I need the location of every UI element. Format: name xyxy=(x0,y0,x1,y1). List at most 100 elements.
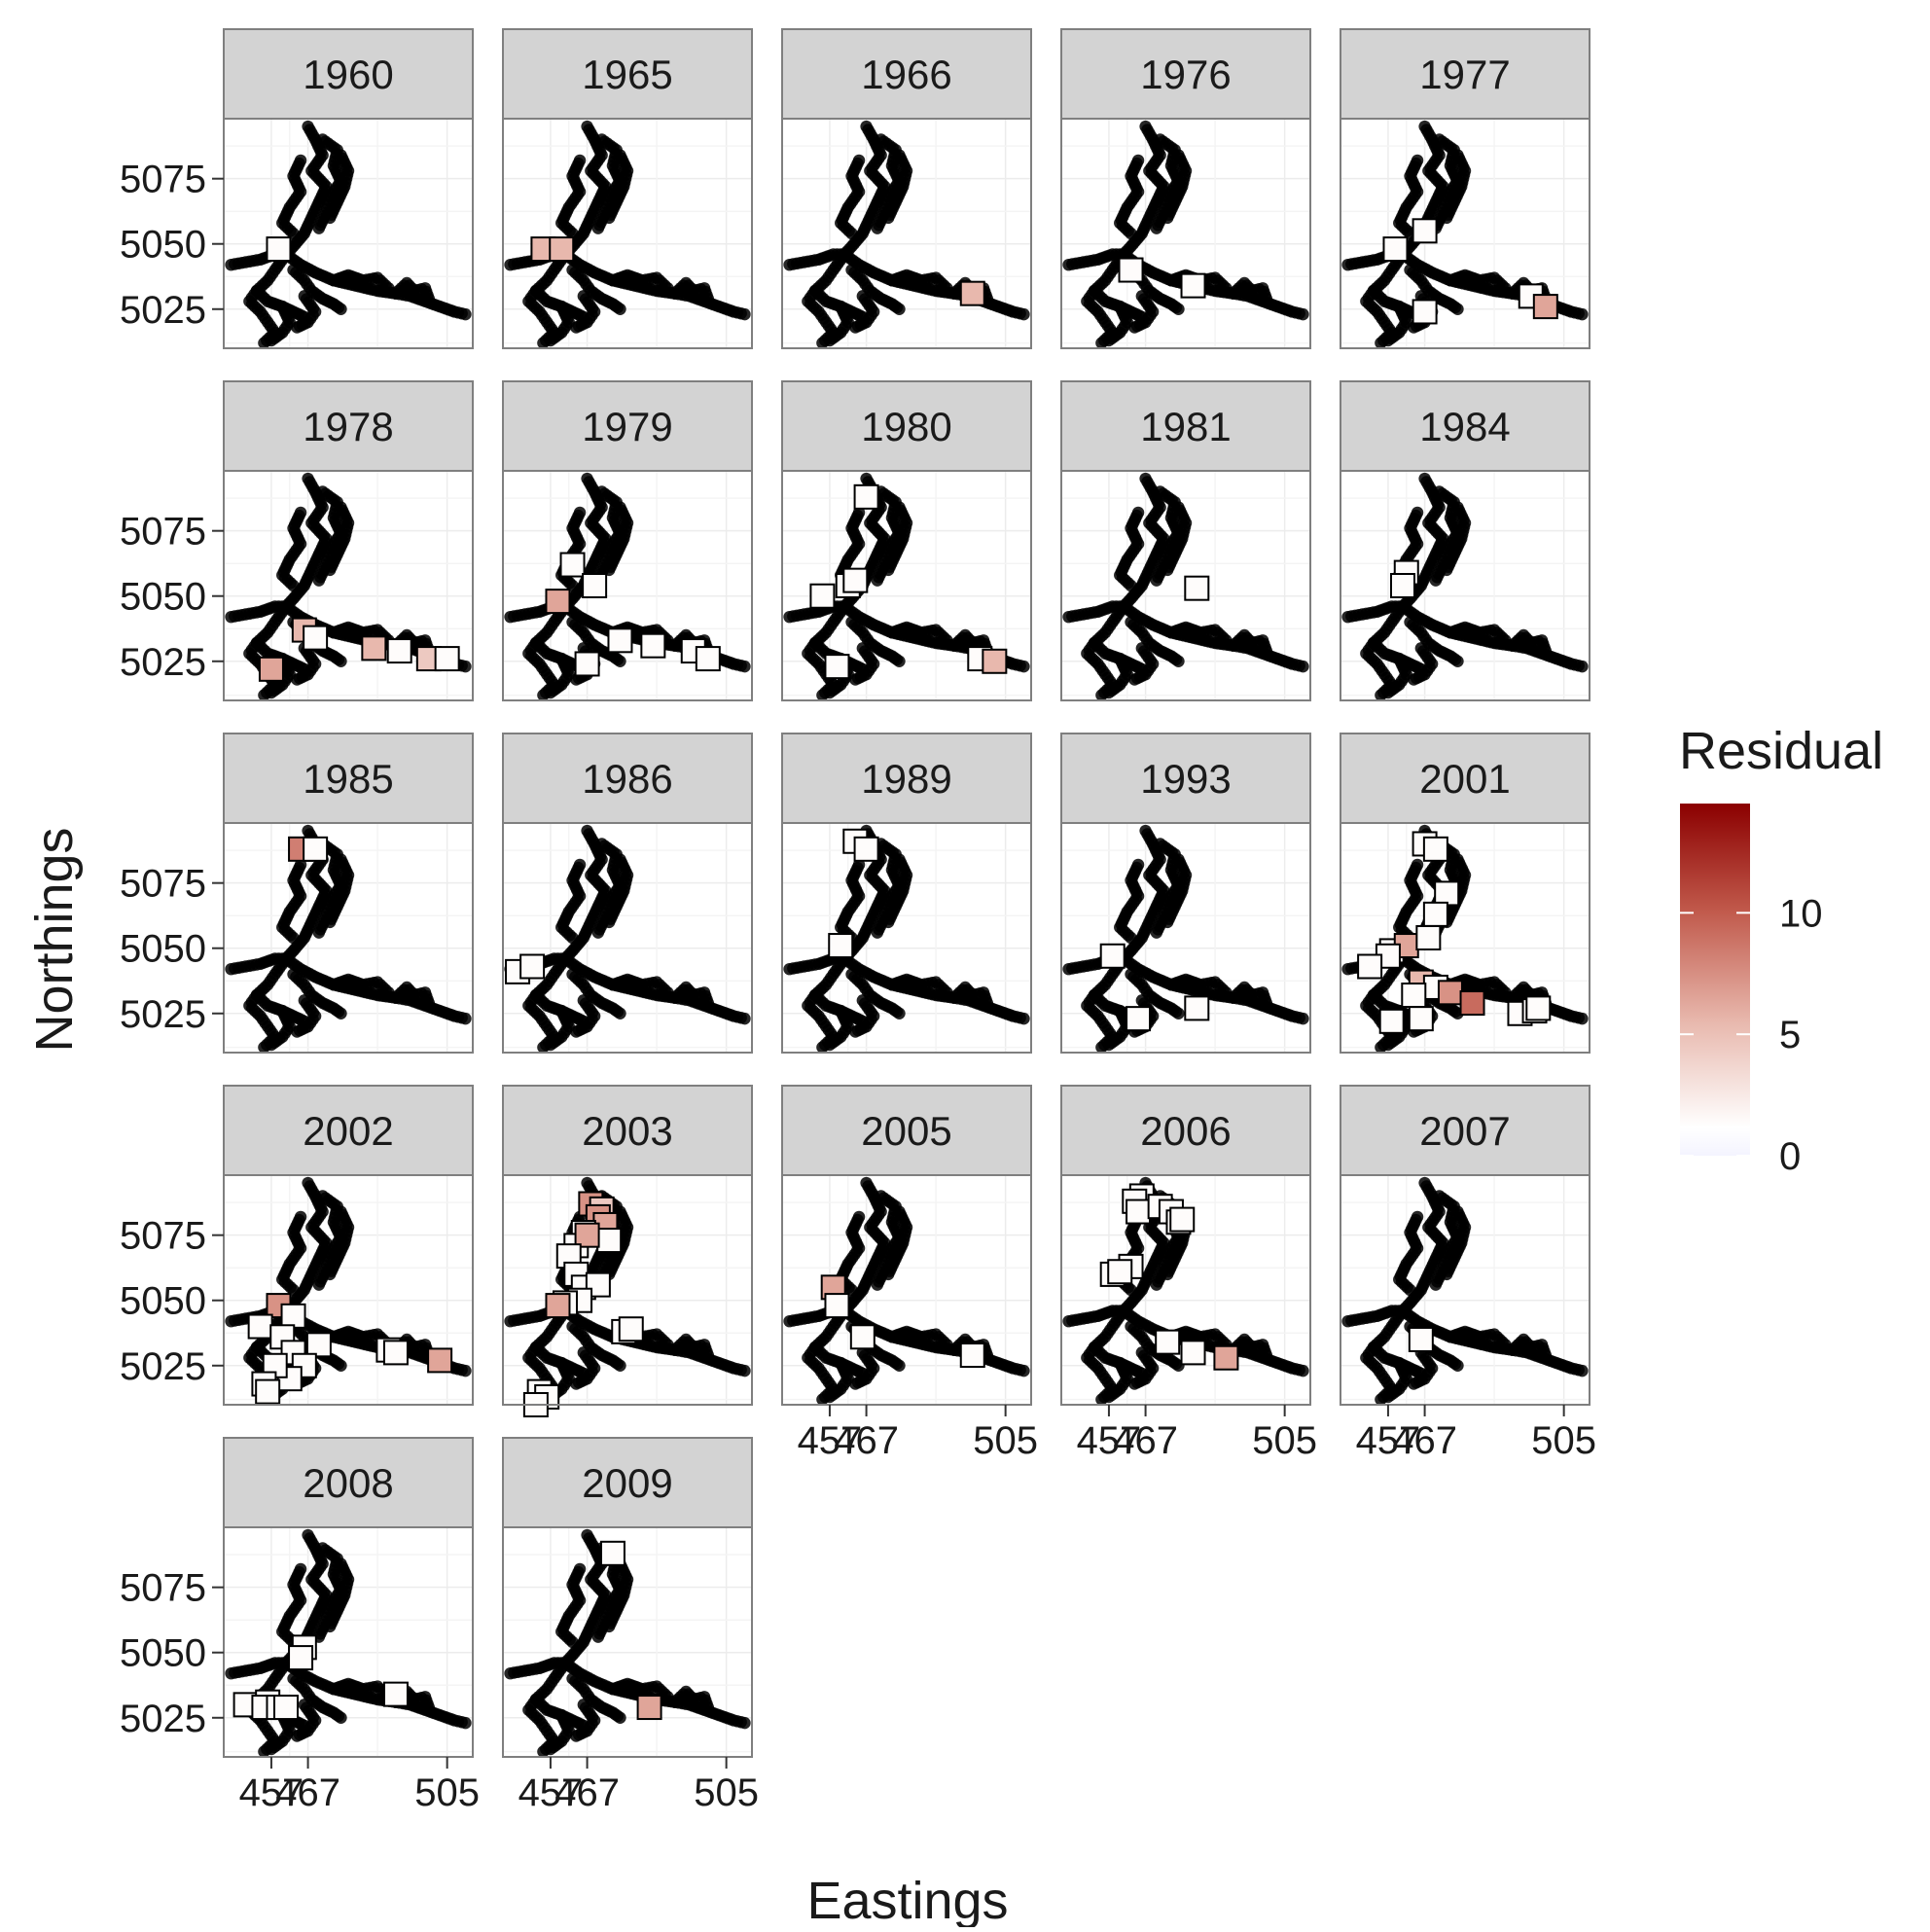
outline-point xyxy=(893,1008,905,1020)
facet-panel-1966: 1966 xyxy=(782,29,1031,349)
outline-point xyxy=(1540,645,1552,657)
outline-point xyxy=(324,564,336,576)
outline-point xyxy=(872,926,883,938)
facet-label: 1980 xyxy=(861,404,951,449)
outline-point xyxy=(1151,574,1162,586)
outline-point xyxy=(1261,997,1272,1009)
outline-point xyxy=(324,212,336,224)
facet-panel-1989: 1989 xyxy=(782,733,1031,1054)
residual-points xyxy=(531,237,573,261)
facet-label: 1985 xyxy=(303,756,393,802)
outline-point xyxy=(1018,661,1029,672)
outline-point xyxy=(266,335,277,346)
residual-point xyxy=(825,655,848,678)
outline-point xyxy=(1451,656,1463,667)
outline-point xyxy=(459,1013,471,1024)
residual-point xyxy=(608,628,631,652)
residual-point xyxy=(583,574,606,597)
outline-point xyxy=(566,932,578,944)
outline-point xyxy=(1261,645,1272,657)
outline-point xyxy=(982,997,993,1009)
outline-point xyxy=(1261,293,1272,304)
facet-panel-1981: 1981 xyxy=(1061,381,1310,701)
residual-point xyxy=(810,585,834,608)
outline-point xyxy=(1018,1013,1029,1024)
residual-points xyxy=(289,838,327,861)
residual-point xyxy=(843,569,867,592)
outline-point xyxy=(545,335,556,346)
outline-point xyxy=(1125,932,1136,944)
facet-label: 1978 xyxy=(303,404,393,449)
outline-point xyxy=(1451,304,1463,315)
outline-point xyxy=(702,997,714,1009)
residual-point xyxy=(304,838,327,861)
outline-point xyxy=(1576,308,1588,320)
outline-point xyxy=(459,308,471,320)
outline-point xyxy=(1441,212,1452,224)
outline-point xyxy=(291,1025,303,1037)
residual-point xyxy=(561,554,585,577)
outline-point xyxy=(614,304,625,315)
facet-label: 1981 xyxy=(1140,404,1231,449)
outline-point xyxy=(1172,656,1184,667)
residual-point xyxy=(855,838,878,861)
residual-point xyxy=(546,590,569,613)
facet-label: 1966 xyxy=(861,52,951,97)
outline-point xyxy=(291,321,303,333)
outline-point xyxy=(849,673,861,685)
outline-point xyxy=(1430,574,1442,586)
facet-panel-1977: 1977 xyxy=(1340,29,1590,349)
outline-point xyxy=(1297,661,1308,672)
outline-point xyxy=(738,308,750,320)
residual-point xyxy=(1534,295,1557,318)
outline-point xyxy=(459,661,471,672)
outline-point xyxy=(1172,304,1184,315)
facet-panel-1986: 1986 xyxy=(503,733,752,1054)
outline-point xyxy=(335,1008,346,1020)
outline-point xyxy=(266,687,277,698)
facet-panel-1985: 1985 xyxy=(224,733,473,1054)
outline-point xyxy=(570,321,582,333)
outline-point xyxy=(313,926,325,938)
outline-point xyxy=(824,1039,836,1051)
outline-point xyxy=(893,304,905,315)
outline-point xyxy=(738,1013,750,1024)
outline-point xyxy=(545,1039,556,1051)
facet-label: 1993 xyxy=(1140,756,1231,802)
outline-point xyxy=(313,222,325,233)
outline-point xyxy=(1297,1013,1308,1024)
facet-panel-2001: 2001 xyxy=(1340,733,1590,1054)
outline-point xyxy=(1151,926,1162,938)
residual-point xyxy=(641,634,664,658)
outline-point xyxy=(335,656,346,667)
outline-point xyxy=(1408,673,1419,685)
outline-point xyxy=(603,212,615,224)
outline-point xyxy=(882,916,894,928)
outline-point xyxy=(335,304,346,315)
residual-points xyxy=(506,955,544,984)
facet-label: 1986 xyxy=(582,756,672,802)
outline-point xyxy=(845,228,857,239)
facet-panel-1993: 1993 xyxy=(1061,733,1310,1054)
outline-point xyxy=(1018,308,1029,320)
outline-point xyxy=(1103,1039,1115,1051)
outline-point xyxy=(1576,661,1588,672)
outline-point xyxy=(1125,228,1136,239)
residual-point xyxy=(436,647,459,670)
facet-label: 1989 xyxy=(861,756,951,802)
facet-label: 1965 xyxy=(582,52,672,97)
residual-point xyxy=(1413,300,1437,323)
outline-point xyxy=(592,222,604,233)
outline-point xyxy=(313,574,325,586)
outline-point xyxy=(824,687,836,698)
facet-panel-1978: 1978 xyxy=(224,381,473,701)
outline-point xyxy=(614,1008,625,1020)
residual-point xyxy=(260,658,283,681)
outline-point xyxy=(1297,308,1308,320)
facet-panel-1984: 1984 xyxy=(1340,381,1590,701)
residual-point xyxy=(1182,274,1205,298)
outline-point xyxy=(1172,1008,1184,1020)
outline-point xyxy=(614,656,625,667)
outline-point xyxy=(849,1025,861,1037)
